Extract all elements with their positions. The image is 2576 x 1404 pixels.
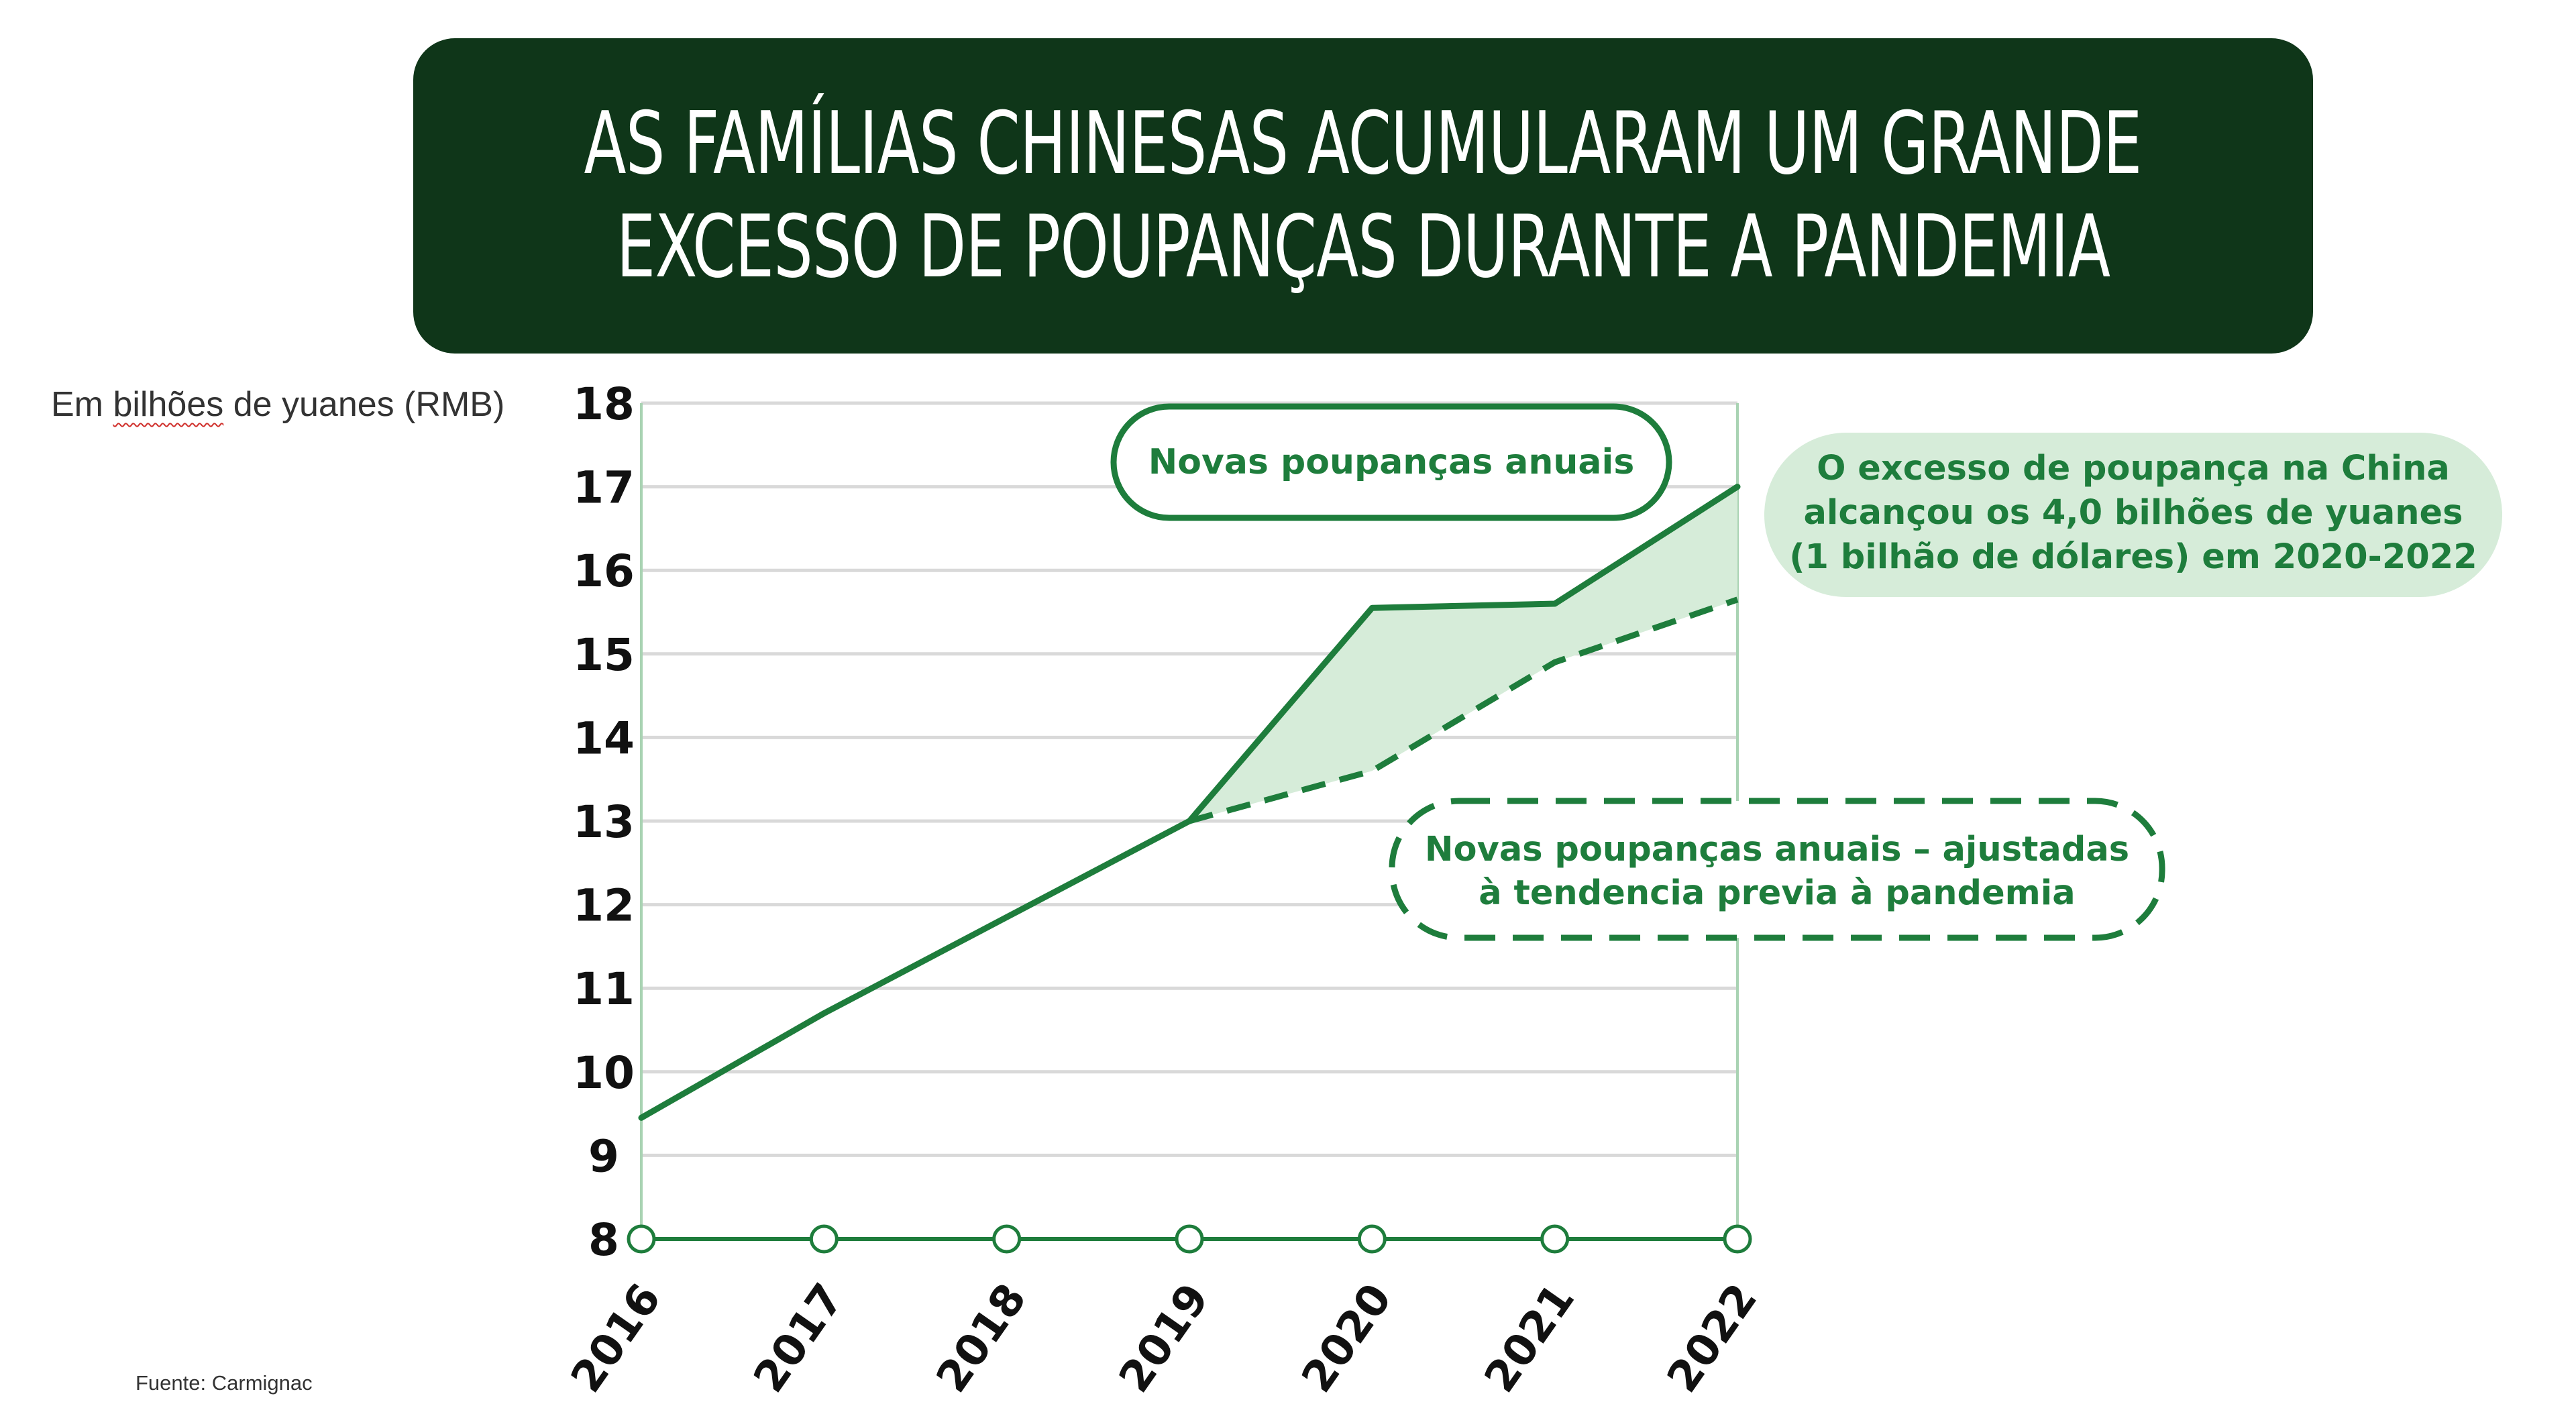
x-axis-marker [992,1224,1022,1254]
y-tick-label: 10 [573,1047,635,1099]
series-line-trend-adjusted [1188,596,1739,824]
dashed-series-label-box [1389,798,2165,941]
unit-label: Em bilhões de yuanes (RMB) [51,384,504,425]
chart-title-line-1: AS FAMÍLIAS CHINESAS ACUMULARAM UM GRAND… [584,94,2143,194]
x-axis-marker [1175,1224,1204,1254]
excess-annotation-box [1764,433,2502,597]
excess-annotation-line-3: (1 bilhão de dólares) em 2020-2022 [1789,537,2477,577]
y-tick-label: 17 [573,462,635,514]
chart-title-line-2: EXCESSO DE POUPANÇAS DURANTE A PANDEMIA [616,197,2110,297]
x-tick-label: 2022 [1658,1275,1767,1401]
x-axis-marker [1540,1224,1570,1254]
excess-area-layer [1189,486,1737,821]
y-tick-label: 11 [573,963,635,1015]
unit-label-pre: Em [51,385,113,424]
x-tick-label: 2017 [745,1275,854,1401]
y-tick-label: 12 [573,880,635,932]
y-tick-label: 8 [588,1214,619,1266]
series-layer [638,484,1741,1121]
y-tick-label: 9 [588,1130,619,1182]
y-tick-label: 16 [573,545,635,597]
excess-annotation: O excesso de poupança na China alcançou … [1764,433,2502,597]
x-tick-label: 2020 [1293,1275,1402,1401]
y-tick-label: 18 [573,378,635,430]
dashed-series-label-line-1: Novas poupanças anuais – ajustadas [1425,830,2129,869]
x-axis-marker [809,1224,839,1254]
excess-savings-area [1189,486,1737,821]
y-tick-label: 13 [573,796,635,848]
solid-series-label: Novas poupanças anuais [1148,442,1635,482]
source-note: Fuente: Carmignac [136,1371,313,1395]
y-tick-label: 15 [573,629,635,681]
x-axis-marker [627,1224,656,1254]
excess-annotation-line-2: alcançou os 4,0 bilhões de yuanes [1803,493,2463,533]
dashed-series-label-line-2: à tendencia previa à pandemia [1479,873,2075,913]
x-tick-label: 2018 [927,1275,1036,1401]
solid-series-annotation: Novas poupanças anuais [1110,403,1672,521]
x-axis-marker [1357,1224,1387,1254]
solid-series-label-box [1110,403,1672,521]
x-tick-label: 2021 [1475,1275,1585,1401]
dashed-series-annotation: Novas poupanças anuais – ajustadas à ten… [1389,798,2165,941]
unit-label-post: de yuanes (RMB) [223,385,505,424]
x-axis-marker [1723,1224,1752,1254]
unit-label-word: bilhões [113,385,224,424]
x-tick-label: 2016 [561,1275,671,1401]
title-banner: AS FAMÍLIAS CHINESAS ACUMULARAM UM GRAND… [413,38,2313,354]
y-tick-label: 14 [573,712,635,764]
x-tick-label: 2019 [1110,1275,1219,1401]
excess-annotation-line-1: O excesso de poupança na China [1817,449,2450,488]
